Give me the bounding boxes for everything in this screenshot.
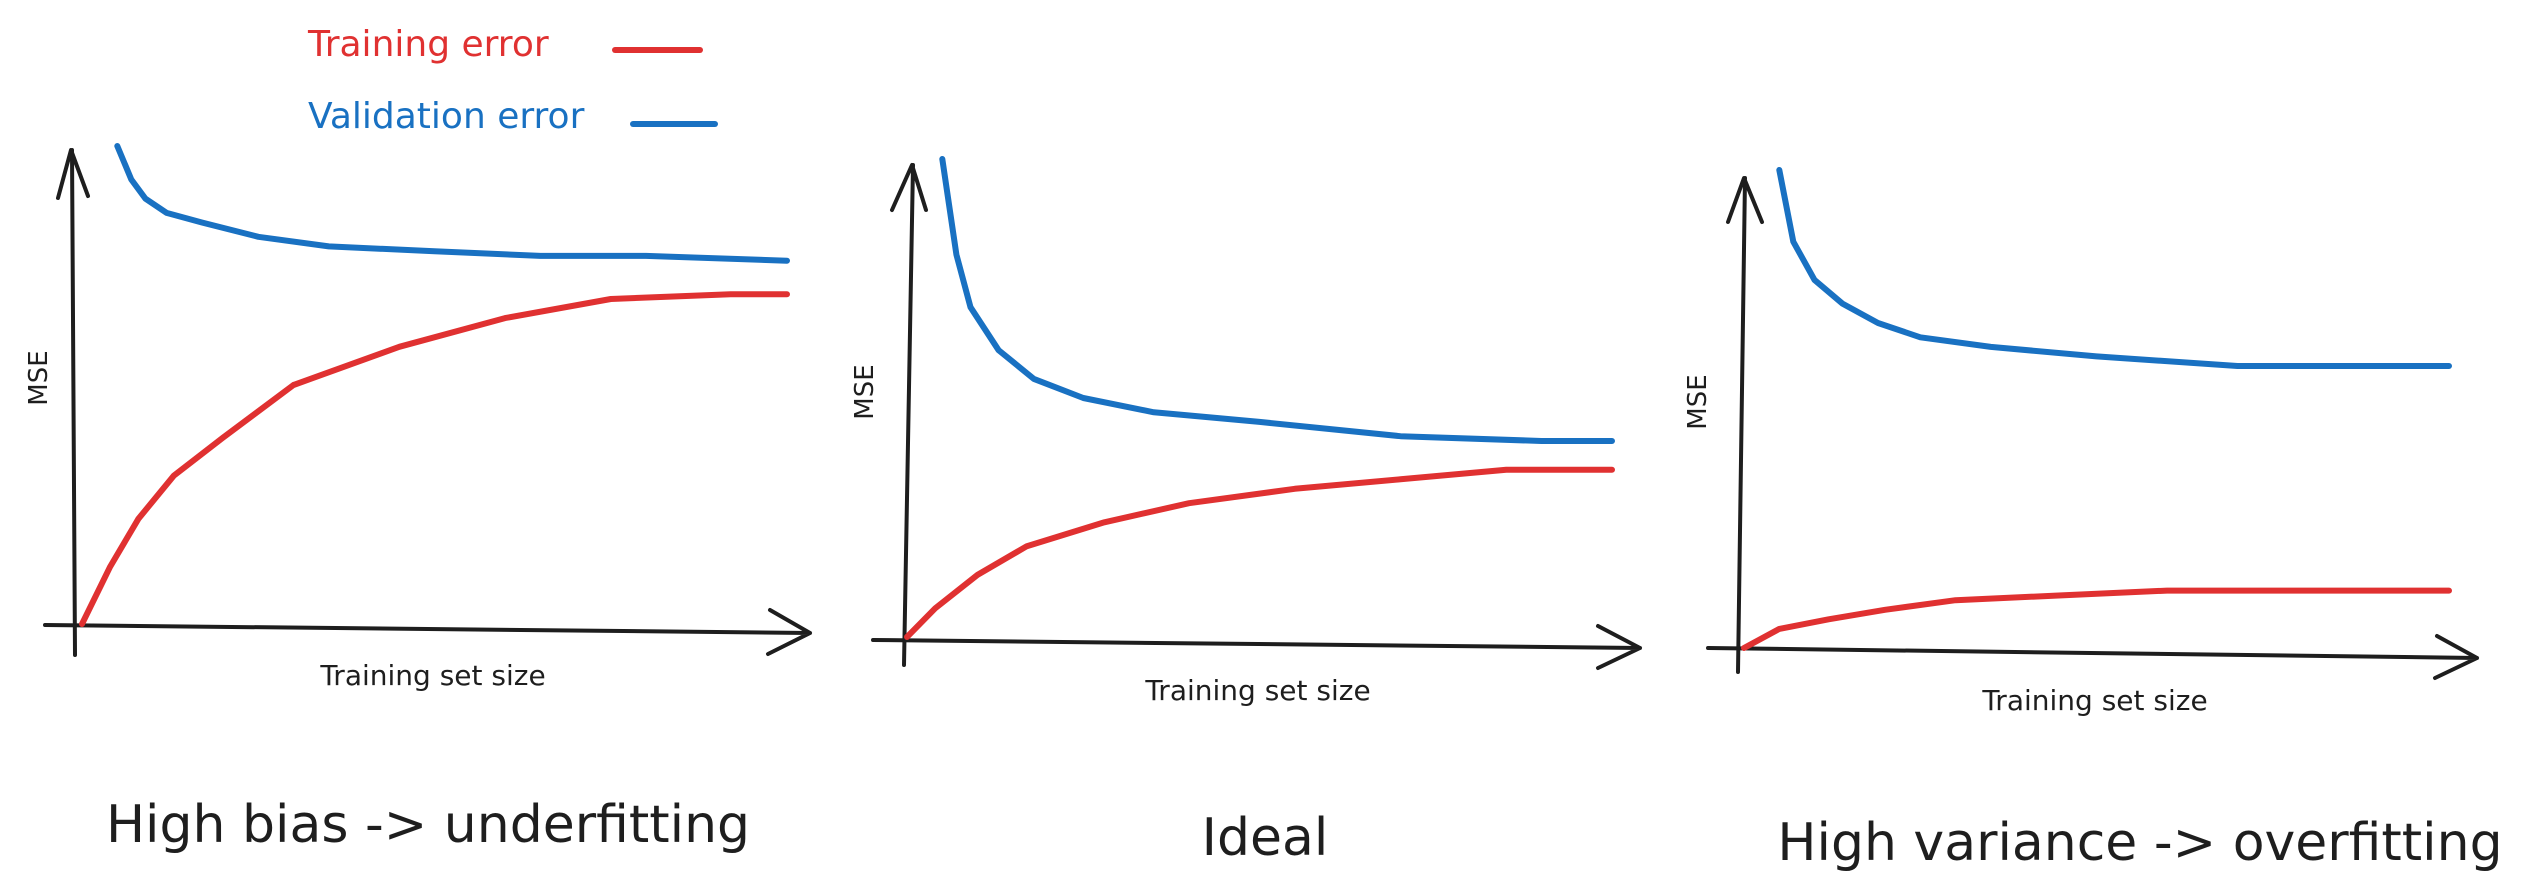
y-axis-label: MSE	[1683, 374, 1713, 429]
x-axis-label: Training set size	[1144, 674, 1370, 707]
series-line-validation	[939, 156, 1615, 444]
x-axis-label: Training set size	[319, 659, 545, 692]
chart-panel-2: MSE Training set size Ideal	[850, 156, 1642, 868]
y-axis	[1726, 176, 1764, 674]
y-axis-label: MSE	[24, 350, 54, 405]
chart-title: Ideal	[1202, 808, 1329, 868]
x-axis	[871, 624, 1642, 670]
series-line-training	[904, 466, 1615, 640]
chart-panel-1: MSE Training set size High bias -> under…	[24, 143, 812, 855]
series-line-training	[79, 291, 790, 627]
x-axis	[1706, 634, 2479, 680]
x-axis-label: Training set size	[1981, 684, 2207, 717]
chart-panel-3: MSE Training set size High variance -> o…	[1683, 167, 2503, 873]
chart-title: High bias -> underfitting	[106, 795, 750, 855]
y-axis-label: MSE	[850, 364, 880, 419]
series-line-training	[1741, 587, 2452, 651]
series-line-validation	[1776, 167, 2452, 369]
legend: Training error Validation error	[307, 24, 718, 137]
y-axis	[56, 148, 90, 657]
series-line-validation	[114, 143, 790, 264]
y-axis	[890, 163, 928, 667]
chart-title: High variance -> overfitting	[1777, 813, 2502, 873]
legend-label-validation: Validation error	[308, 96, 585, 137]
x-axis	[43, 608, 812, 656]
legend-label-training: Training error	[307, 24, 549, 65]
